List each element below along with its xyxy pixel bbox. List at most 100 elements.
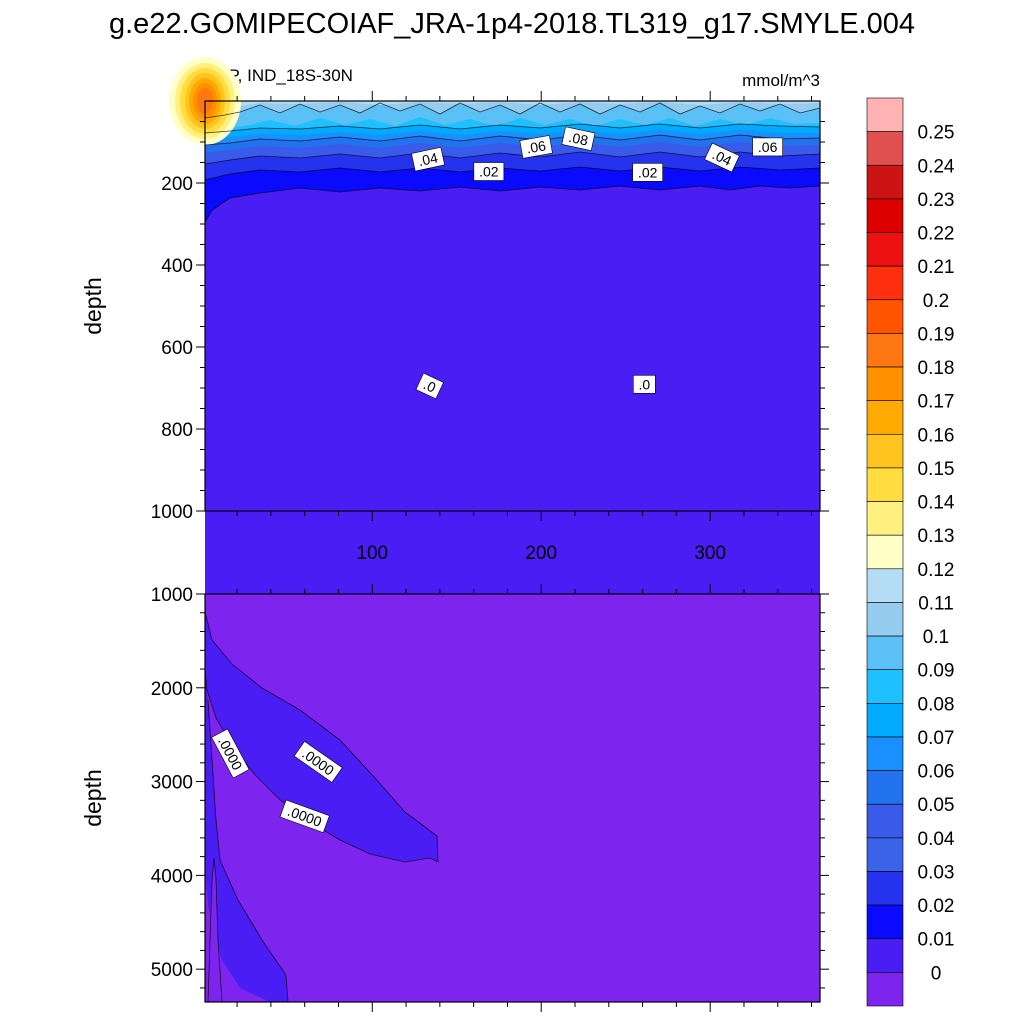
colorbar-label: 0.13 (918, 526, 955, 547)
bottom-panel-y-tick-labels: 1000 2000 3000 4000 5000 (151, 585, 193, 981)
colorbar-label: 0.04 (918, 829, 955, 850)
contour-label-text: .04 (417, 149, 440, 169)
contour-label-box (473, 162, 505, 181)
contour-label-text: .0 (638, 376, 650, 392)
contour-label-text: .02 (638, 164, 658, 180)
contour-label-box (704, 142, 740, 173)
colorbar-box (866, 265, 904, 301)
colorbar-label: 0.02 (918, 896, 955, 917)
contour-label-box (411, 146, 445, 172)
colorbar-box (866, 299, 904, 334)
colorbar-box (866, 669, 904, 704)
contour-label-box (519, 135, 553, 159)
contour-label: .0 (415, 372, 444, 400)
top-panel-contour-labels: .04 .06 .08 .02 .02 .04 .06 .0 .0 (411, 126, 783, 400)
colorbar-label: 0.1 (923, 627, 949, 648)
contour-label: .02 (473, 162, 505, 181)
colorbar-label: 0.15 (918, 459, 955, 480)
colorbar-label: 0.01 (918, 930, 955, 951)
colorbar-label: 0.18 (918, 358, 955, 379)
colorbar-box (866, 568, 904, 603)
colorbar-boxes (866, 97, 904, 1007)
bottom-panel-ticks (196, 584, 829, 1012)
colorbar-box (866, 904, 904, 940)
y-tick-label: 800 (161, 420, 193, 441)
contour-label-text: .02 (479, 164, 499, 180)
contour-line-0-06 (204, 134, 821, 146)
colorbar-label: 0.06 (918, 762, 955, 783)
colorbar-box (866, 938, 904, 973)
x-tick-label: 200 (525, 543, 557, 564)
colorbar-label: 0.09 (918, 661, 955, 682)
y-tick-label: 1000 (151, 585, 193, 606)
colorbar-box (866, 770, 904, 805)
colorbar-label: 0.19 (918, 324, 955, 345)
colorbar-box (866, 736, 904, 771)
colorbar-label: 0.21 (918, 257, 955, 278)
y-tick-label: 200 (161, 174, 193, 195)
contour-label: .08 (561, 126, 596, 151)
fill-tongue-lower (205, 678, 288, 1002)
contour-line-lower-right (207, 699, 289, 1003)
colorbar-label: 0.05 (918, 795, 955, 816)
colorbar-box (866, 972, 904, 1007)
contour-label-box (561, 126, 596, 151)
y-tick-label: 2000 (151, 679, 193, 700)
colorbar-label: 0.16 (918, 425, 955, 446)
contour-label: .04 (411, 146, 445, 172)
contour-label-text: .06 (525, 137, 547, 156)
colorbar-box (866, 333, 904, 368)
contour-label-box (632, 163, 663, 182)
x-tick-label: 100 (356, 543, 388, 564)
contour-label-box (632, 375, 656, 394)
colorbar-box (866, 602, 904, 637)
colorbar-box (866, 803, 904, 839)
contour-label-box (211, 728, 250, 779)
colorbar-label: 0 (931, 963, 942, 984)
colorbar-box (866, 232, 904, 267)
colorbar-label: 0.24 (918, 156, 955, 177)
top-panel-x-tick-labels: 100 200 300 (356, 543, 726, 564)
top-panel-units-label: mmol/m^3 (742, 71, 820, 90)
contour-line-0-02 (204, 185, 821, 223)
contour-label-box (279, 799, 330, 833)
y-tick-label: 400 (161, 256, 193, 277)
colorbar-label: 0.14 (918, 493, 955, 514)
fill-band-0-11 (205, 101, 820, 112)
contour-label-box (415, 372, 444, 400)
contour-line-0-08 (204, 123, 821, 134)
colorbar-box (866, 703, 904, 738)
colorbar-box (866, 534, 904, 570)
y-tick-label: 1000 (151, 502, 193, 523)
contour-label: .06 (519, 135, 553, 159)
x-tick-label: 300 (694, 543, 726, 564)
colorbar-box (866, 467, 904, 502)
colorbar-label: 0.11 (918, 593, 954, 614)
y-tick-label: 4000 (151, 866, 193, 887)
contour-label-box (293, 740, 343, 783)
contour-label: .0 (632, 375, 656, 394)
contour-label-text: .06 (758, 139, 778, 155)
colorbar-box (866, 198, 904, 233)
colorbar-box (866, 837, 904, 872)
colorbar-labels: 0.25 0.24 0.23 0.22 0.21 0.2 0.19 0.18 0.17 0.16 0… (918, 123, 955, 985)
bottom-panel-contour-fill (204, 594, 820, 1003)
contour-label: .04 (704, 142, 740, 173)
colorbar-label: 0.2 (923, 291, 949, 312)
top-panel-y-tick-labels: 200 400 600 800 1000 (151, 174, 193, 523)
top-panel-contour-fill (169, 57, 821, 801)
colorbar-label: 0.08 (918, 694, 955, 715)
bottom-panel-y-axis-label: depth (80, 769, 106, 827)
chart-title: g.e22.GOMIPECOIAF_JRA-1p4-2018.TL319_g17… (109, 8, 915, 40)
y-tick-label: 5000 (151, 960, 193, 981)
colorbar-box (866, 635, 904, 671)
contour-line-lower-inner (207, 857, 223, 1003)
colorbar-box (866, 366, 904, 401)
top-panel-ticks (196, 91, 829, 521)
colorbar-box (866, 164, 904, 200)
bottom-panel-frame (204, 593, 821, 1003)
contour-label-box (752, 137, 783, 157)
contour-label-text: .04 (710, 146, 735, 169)
